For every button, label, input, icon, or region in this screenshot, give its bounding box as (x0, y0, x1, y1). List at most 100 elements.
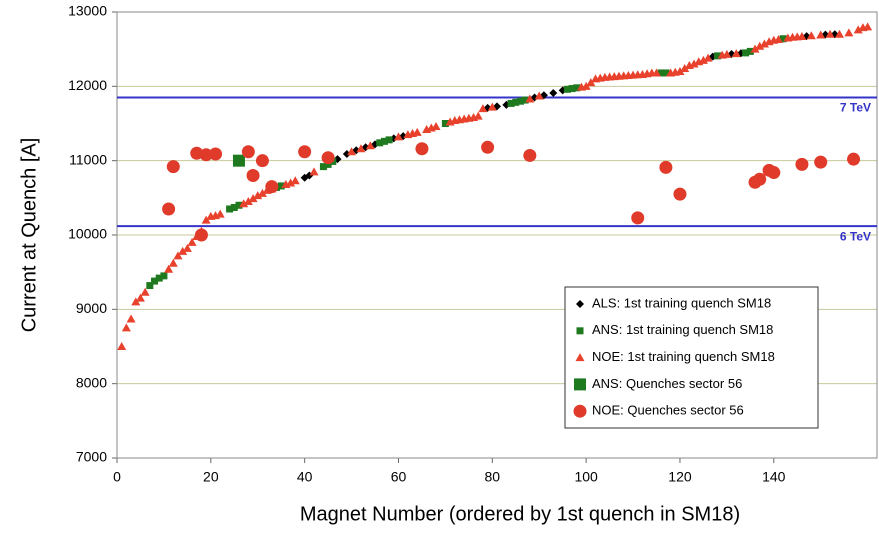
reference-label: 6 TeV (840, 229, 871, 243)
triangle-marker (487, 102, 497, 111)
circle-marker (265, 180, 279, 194)
circle-marker (767, 166, 781, 180)
triangle-marker (121, 323, 131, 332)
square-marker (160, 272, 168, 280)
triangle-marker (431, 121, 441, 130)
x-tick-label: 120 (668, 469, 692, 485)
triangle-marker (347, 147, 357, 156)
y-tick-label: 9000 (76, 300, 107, 316)
circle-marker (255, 154, 269, 168)
circle-marker (481, 140, 495, 154)
triangle-marker (722, 49, 732, 58)
square-marker (568, 85, 576, 93)
triangle-marker (164, 264, 174, 273)
triangle-marker (689, 59, 699, 68)
x-tick-label: 100 (574, 469, 598, 485)
square-marker (151, 277, 159, 285)
triangle-marker (393, 132, 403, 141)
triangle-marker (239, 199, 249, 208)
square-marker (235, 201, 243, 209)
triangle-marker (844, 28, 854, 37)
circle-marker (814, 155, 828, 169)
triangle-marker (755, 41, 765, 50)
triangle-marker (525, 94, 535, 103)
circle-marker (523, 148, 537, 162)
triangle-marker (131, 297, 141, 306)
triangle-marker (182, 243, 192, 252)
square-marker (512, 98, 520, 106)
triangle-marker (257, 188, 267, 197)
square-marker (385, 136, 393, 144)
x-tick-label: 60 (391, 469, 407, 485)
square-marker (324, 160, 332, 168)
triangle-marker (140, 287, 150, 296)
circle-marker (673, 187, 687, 201)
square-marker (573, 84, 581, 92)
triangle-marker (534, 91, 544, 100)
circle-marker (847, 152, 861, 166)
triangle-marker (652, 68, 662, 77)
triangle-marker (286, 178, 296, 187)
y-tick-label: 11000 (69, 151, 107, 167)
triangle-marker (135, 293, 145, 302)
square-marker (277, 182, 285, 190)
triangle-marker (201, 215, 211, 224)
y-tick-label: 13000 (68, 3, 107, 19)
square-marker (155, 274, 163, 282)
triangle-marker (412, 127, 422, 136)
diamond-marker (576, 300, 584, 308)
triangle-marker (473, 111, 483, 120)
triangle-marker (698, 55, 708, 64)
circle-marker (162, 202, 176, 216)
circle-marker (659, 160, 673, 174)
diamond-marker (549, 89, 558, 98)
triangle-marker (759, 39, 769, 48)
triangle-marker (806, 31, 816, 40)
circle-marker (298, 145, 312, 159)
triangle-marker (773, 35, 783, 44)
triangle-marker (248, 194, 258, 203)
square-marker (521, 96, 529, 104)
triangle-marker (581, 81, 591, 90)
square-marker (376, 139, 384, 147)
square-marker (779, 35, 787, 43)
legend-label: NOE: 1st training quench SM18 (592, 349, 775, 364)
triangle-marker (126, 314, 136, 323)
triangle-marker (168, 258, 178, 267)
triangle-marker (703, 53, 713, 62)
diamond-marker (342, 149, 351, 158)
triangle-marker (215, 209, 225, 218)
circle-marker (795, 157, 809, 171)
circle-marker (246, 169, 260, 183)
triangle-marker (117, 342, 127, 350)
y-axis-label: Current at Quench [A] (18, 138, 40, 333)
square-marker (380, 137, 388, 145)
circle-marker (321, 151, 335, 165)
square-marker (662, 69, 670, 77)
square-marker (657, 69, 665, 77)
legend: ALS: 1st training quench SM18 ANS: 1st tr… (564, 286, 819, 429)
triangle-marker (243, 197, 253, 206)
circle-marker (753, 172, 767, 186)
square-marker (563, 85, 571, 93)
triangle-marker (356, 144, 366, 153)
triangle-marker (187, 237, 197, 246)
reference-label: 7 TeV (840, 101, 871, 115)
x-axis-label: Magnet Number (ordered by 1st quench in … (300, 503, 740, 525)
plot-border (116, 11, 878, 459)
square-marker (441, 120, 449, 127)
square-marker (319, 163, 327, 171)
x-tick-label: 40 (297, 469, 313, 485)
triangle-marker (478, 104, 488, 113)
circle-marker (194, 228, 208, 242)
large-square-marker (574, 378, 586, 391)
triangle-marker (750, 44, 760, 53)
y-tick-label: 8000 (76, 374, 107, 390)
triangle-marker (797, 32, 807, 41)
y-tick-label: 10000 (68, 226, 107, 242)
legend-label: ANS: 1st training quench SM18 (592, 322, 773, 337)
square-marker (516, 97, 524, 105)
circle-marker (199, 148, 213, 162)
square-marker (507, 99, 515, 107)
